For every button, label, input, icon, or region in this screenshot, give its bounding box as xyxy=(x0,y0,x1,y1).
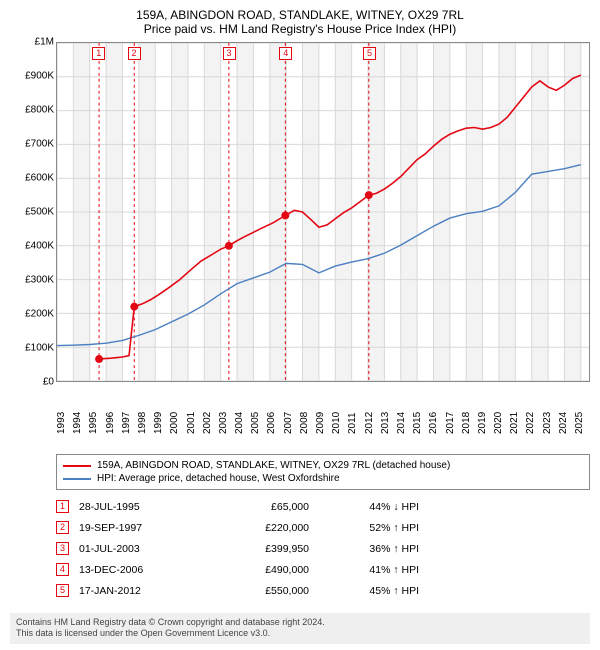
sales-row-price: £65,000 xyxy=(209,501,309,513)
chart-svg xyxy=(57,43,589,381)
y-tick-label: £500K xyxy=(25,207,54,218)
x-tick-label: 2005 xyxy=(250,412,266,446)
x-tick-label: 2007 xyxy=(283,412,299,446)
sales-row-pct: 45% ↑ HPI xyxy=(319,585,419,597)
sales-row-marker: 1 xyxy=(56,500,69,513)
y-tick-label: £700K xyxy=(25,139,54,150)
sales-row: 1 28-JUL-1995 £65,000 44% ↓ HPI xyxy=(56,496,590,517)
y-tick-label: £200K xyxy=(25,309,54,320)
x-tick-label: 2019 xyxy=(477,412,493,446)
sales-row-price: £550,000 xyxy=(209,585,309,597)
y-tick-label: £0 xyxy=(43,377,54,388)
x-tick-label: 2012 xyxy=(364,412,380,446)
sale-marker-label: 4 xyxy=(279,47,292,60)
x-tick-label: 1996 xyxy=(105,412,121,446)
sales-row-pct: 36% ↑ HPI xyxy=(319,543,419,555)
sales-row: 3 01-JUL-2003 £399,950 36% ↑ HPI xyxy=(56,538,590,559)
legend-label: 159A, ABINGDON ROAD, STANDLAKE, WITNEY, … xyxy=(97,460,450,471)
legend-label: HPI: Average price, detached house, West… xyxy=(97,473,340,484)
x-tick-label: 2009 xyxy=(315,412,331,446)
x-tick-label: 1995 xyxy=(88,412,104,446)
x-tick-label: 2018 xyxy=(461,412,477,446)
x-tick-label: 2017 xyxy=(445,412,461,446)
sales-row-date: 13-DEC-2006 xyxy=(79,564,199,576)
x-tick-label: 2023 xyxy=(542,412,558,446)
x-tick-label: 2000 xyxy=(169,412,185,446)
y-tick-label: £400K xyxy=(25,241,54,252)
x-tick-label: 2016 xyxy=(428,412,444,446)
y-tick-label: £100K xyxy=(25,343,54,354)
plot-area: 1 2 3 4 5 xyxy=(56,42,590,382)
y-axis: £0 £100K £200K £300K £400K £500K £600K £700K £80… xyxy=(10,42,56,412)
x-tick-label: 1999 xyxy=(153,412,169,446)
x-tick-label: 1998 xyxy=(137,412,153,446)
sale-marker-label: 2 xyxy=(128,47,141,60)
x-tick-label: 2014 xyxy=(396,412,412,446)
x-tick-label: 2011 xyxy=(347,412,363,446)
chart-subtitle: Price paid vs. HM Land Registry's House … xyxy=(10,22,590,36)
sales-row-date: 01-JUL-2003 xyxy=(79,543,199,555)
legend-item: 159A, ABINGDON ROAD, STANDLAKE, WITNEY, … xyxy=(63,459,583,472)
sales-row-date: 19-SEP-1997 xyxy=(79,522,199,534)
sales-row-pct: 52% ↑ HPI xyxy=(319,522,419,534)
x-tick-label: 2020 xyxy=(493,412,509,446)
sales-table: 1 28-JUL-1995 £65,000 44% ↓ HPI 2 19-SEP-1997… xyxy=(56,496,590,601)
footer-attribution: Contains HM Land Registry data © Crown c… xyxy=(10,613,590,644)
sales-row: 4 13-DEC-2006 £490,000 41% ↑ HPI xyxy=(56,559,590,580)
x-tick-label: 2001 xyxy=(186,412,202,446)
sales-row-marker: 2 xyxy=(56,521,69,534)
sales-row-price: £220,000 xyxy=(209,522,309,534)
chart-title-address: 159A, ABINGDON ROAD, STANDLAKE, WITNEY, … xyxy=(10,8,590,22)
x-tick-label: 2006 xyxy=(266,412,282,446)
x-tick-label: 2022 xyxy=(525,412,541,446)
y-tick-label: £900K xyxy=(25,71,54,82)
sale-marker-label: 5 xyxy=(363,47,376,60)
x-tick-label: 2004 xyxy=(234,412,250,446)
sales-row-marker: 3 xyxy=(56,542,69,555)
sales-row-date: 17-JAN-2012 xyxy=(79,585,199,597)
x-tick-label: 2015 xyxy=(412,412,428,446)
x-tick-label: 2003 xyxy=(218,412,234,446)
x-axis: 1993199419951996199719981999200020012002… xyxy=(56,412,590,446)
x-tick-label: 1994 xyxy=(72,412,88,446)
footer-line2: This data is licensed under the Open Gov… xyxy=(16,628,584,640)
x-tick-label: 1997 xyxy=(121,412,137,446)
sales-row-price: £399,950 xyxy=(209,543,309,555)
sales-row-pct: 41% ↑ HPI xyxy=(319,564,419,576)
legend-swatch xyxy=(63,465,91,467)
chart-area: £0 £100K £200K £300K £400K £500K £600K £700K £80… xyxy=(10,42,590,412)
sale-marker-label: 1 xyxy=(92,47,105,60)
sales-row-pct: 44% ↓ HPI xyxy=(319,501,419,513)
chart-container: 159A, ABINGDON ROAD, STANDLAKE, WITNEY, … xyxy=(0,0,600,650)
x-tick-label: 2010 xyxy=(331,412,347,446)
y-tick-label: £600K xyxy=(25,173,54,184)
x-tick-label: 2013 xyxy=(380,412,396,446)
sales-row-date: 28-JUL-1995 xyxy=(79,501,199,513)
sales-row: 2 19-SEP-1997 £220,000 52% ↑ HPI xyxy=(56,517,590,538)
legend: 159A, ABINGDON ROAD, STANDLAKE, WITNEY, … xyxy=(56,454,590,490)
sales-row: 5 17-JAN-2012 £550,000 45% ↑ HPI xyxy=(56,580,590,601)
sales-row-price: £490,000 xyxy=(209,564,309,576)
sales-row-marker: 4 xyxy=(56,563,69,576)
footer-line1: Contains HM Land Registry data © Crown c… xyxy=(16,617,584,629)
x-tick-label: 2025 xyxy=(574,412,590,446)
x-tick-label: 2002 xyxy=(202,412,218,446)
legend-swatch xyxy=(63,478,91,480)
y-tick-label: £1M xyxy=(35,37,54,48)
x-tick-label: 1993 xyxy=(56,412,72,446)
sale-marker-label: 3 xyxy=(223,47,236,60)
x-tick-label: 2008 xyxy=(299,412,315,446)
sales-row-marker: 5 xyxy=(56,584,69,597)
y-tick-label: £800K xyxy=(25,105,54,116)
legend-item: HPI: Average price, detached house, West… xyxy=(63,472,583,485)
x-tick-label: 2021 xyxy=(509,412,525,446)
y-tick-label: £300K xyxy=(25,275,54,286)
x-tick-label: 2024 xyxy=(558,412,574,446)
